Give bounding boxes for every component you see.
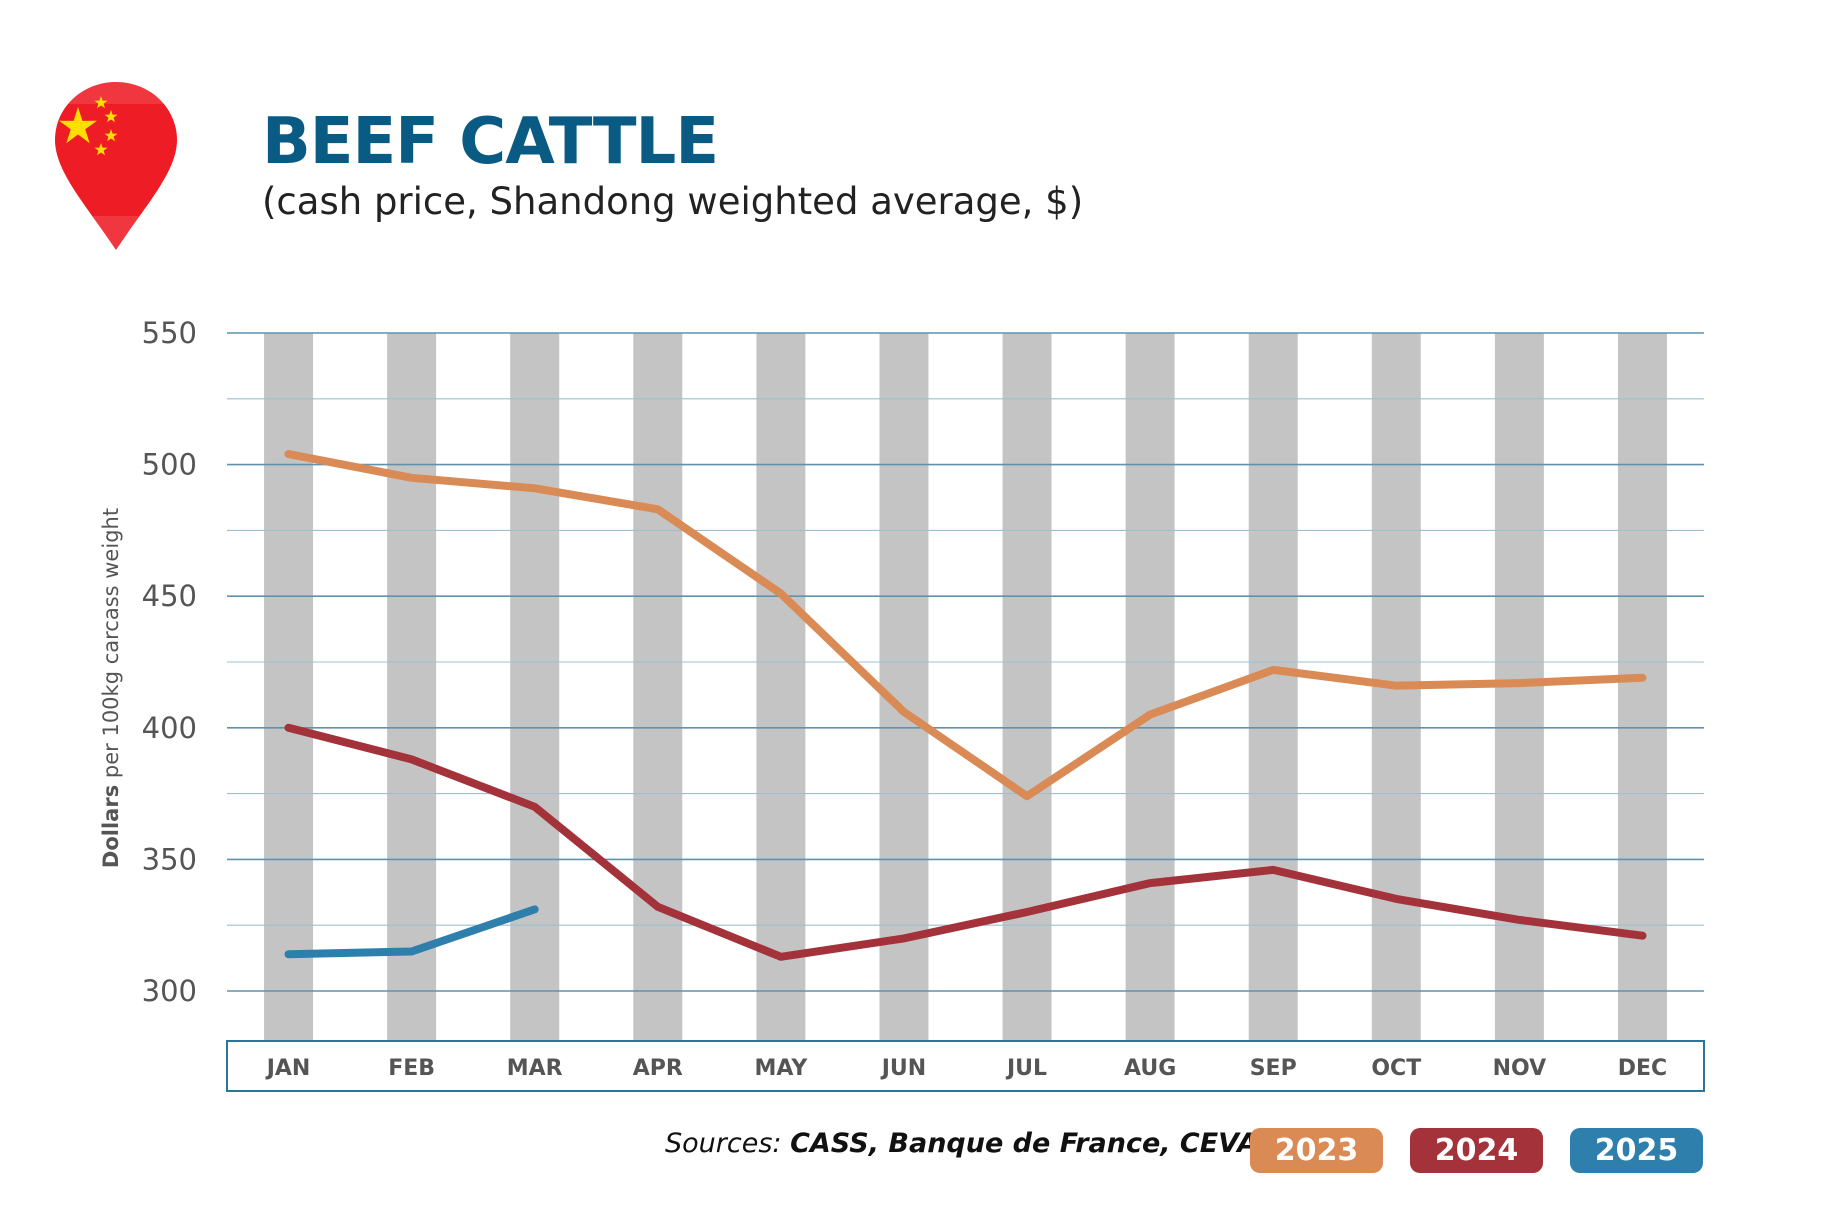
column-band-aug — [1125, 333, 1175, 1041]
legend-2023: 2023 — [1250, 1128, 1383, 1173]
sources-note: Sources: CASS, Banque de France, CEVA — [665, 1128, 1258, 1159]
x-tick-label: SEP — [1250, 1056, 1297, 1081]
x-axis-box — [226, 1040, 1705, 1092]
x-tick-label: MAR — [507, 1056, 563, 1081]
y-tick-label: 350 — [142, 842, 197, 876]
x-tick-label: APR — [633, 1056, 683, 1081]
legend-2025: 2025 — [1570, 1128, 1703, 1173]
column-band-apr — [633, 333, 683, 1041]
legend-2024: 2024 — [1410, 1128, 1543, 1173]
y-tick-label: 450 — [142, 579, 197, 613]
x-tick-label: AUG — [1124, 1056, 1176, 1081]
china-flag-pin-icon — [55, 82, 177, 250]
y-tick-label: 300 — [142, 974, 197, 1008]
column-band-jan — [264, 333, 314, 1041]
x-axis-ticks: JAN FEB MAR APR MAY JUN JUL AUG SEP OCT NOV DEC — [265, 1056, 1667, 1081]
series-line-2025 — [284, 905, 539, 959]
x-tick-label: DEC — [1618, 1056, 1667, 1081]
y-axis-ticks: 300 350 400 450 500 550 — [142, 316, 197, 1008]
sources-prefix: Sources: — [665, 1128, 782, 1159]
column-band-jul — [1002, 333, 1052, 1041]
x-tick-label: JUL — [1005, 1056, 1047, 1081]
column-band-dec — [1617, 333, 1667, 1041]
series-lines — [284, 450, 1647, 961]
column-band-mar — [510, 333, 560, 1041]
column-band-jun — [879, 333, 929, 1041]
x-tick-label: OCT — [1371, 1056, 1421, 1081]
y-axis-label-rest: per 100kg carcass weight — [99, 508, 123, 785]
y-axis-label-bold: Dollars — [99, 785, 123, 868]
column-band-may — [756, 333, 806, 1041]
x-tick-label: MAY — [755, 1056, 809, 1081]
x-tick-label: JAN — [265, 1056, 311, 1081]
y-axis-label: Dollars per 100kg carcass weight — [99, 508, 123, 868]
sources-names: CASS, Banque de France, CEVA — [790, 1128, 1259, 1159]
page-subtitle: (cash price, Shandong weighted average, … — [262, 180, 1084, 223]
x-tick-label: FEB — [388, 1056, 435, 1081]
y-tick-label: 550 — [142, 316, 197, 350]
y-tick-label: 400 — [142, 711, 197, 745]
series-line-2023 — [284, 450, 1647, 801]
column-band-sep — [1248, 333, 1298, 1041]
x-tick-label: NOV — [1493, 1056, 1547, 1081]
y-tick-label: 500 — [142, 448, 197, 482]
gridlines — [227, 332, 1704, 992]
column-band-feb — [387, 333, 437, 1041]
series-line-2024 — [284, 723, 1647, 961]
page-title: BEEF CATTLE — [262, 105, 719, 179]
x-tick-label: JUN — [880, 1056, 926, 1081]
